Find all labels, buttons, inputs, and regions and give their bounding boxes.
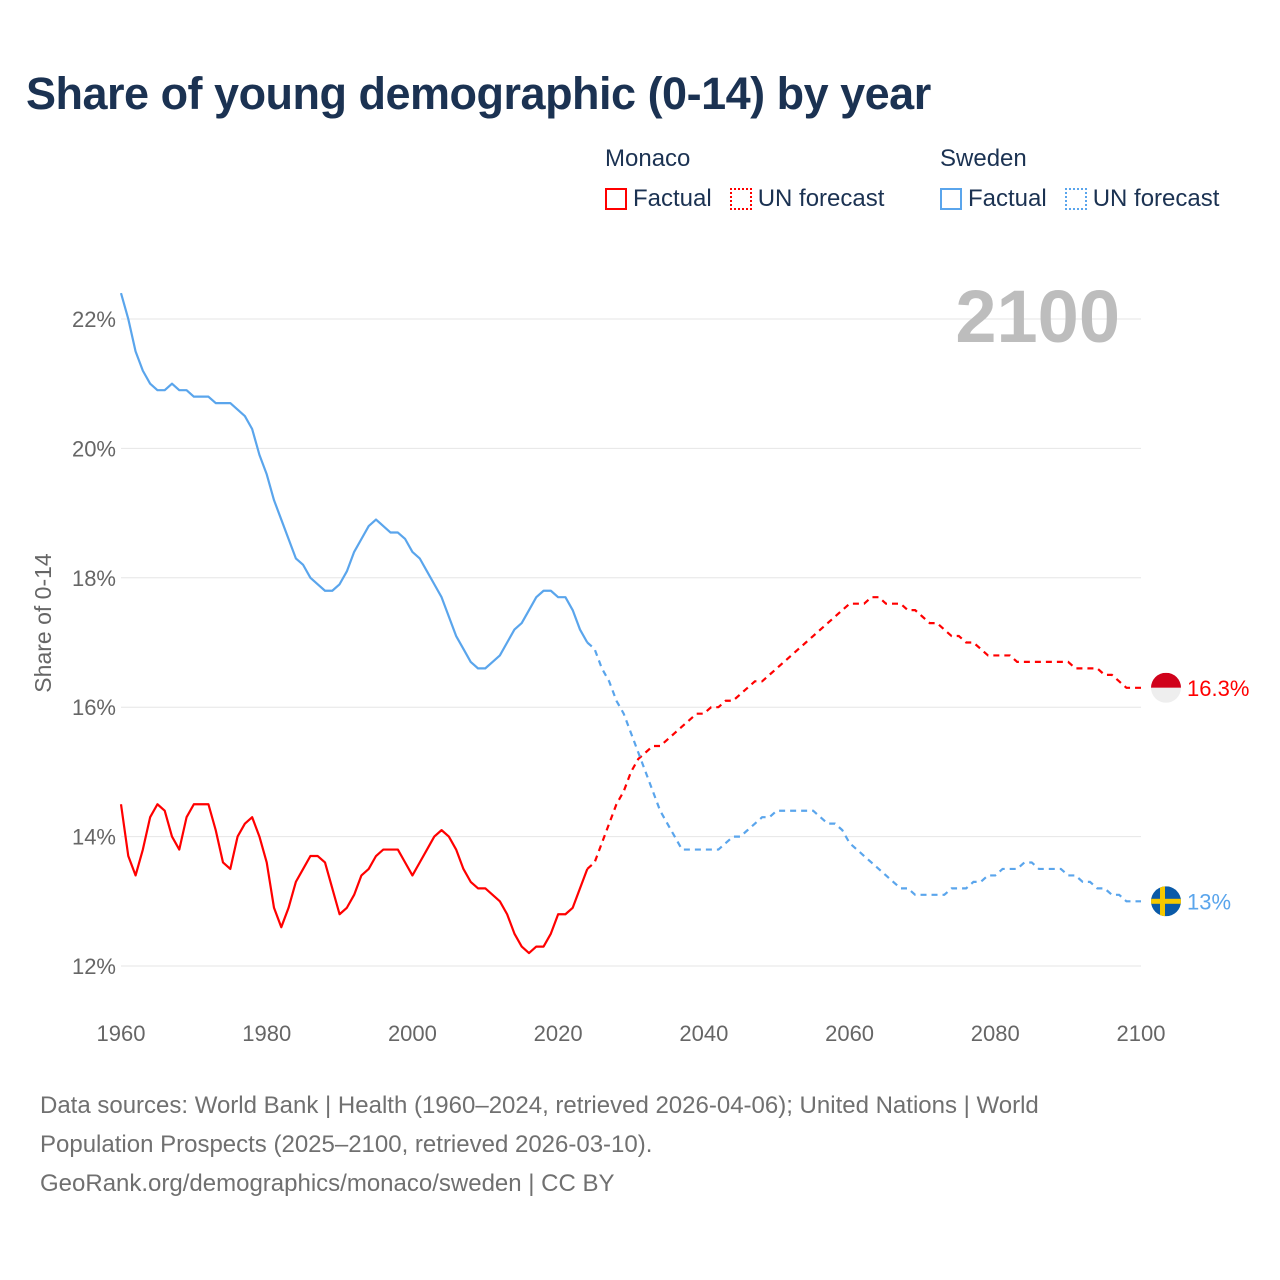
x-tick-label: 2100: [1117, 1021, 1166, 1046]
sweden-flag-icon: [1151, 886, 1181, 917]
legend-label: UN forecast: [757, 185, 885, 212]
y-tick-label: 16%: [72, 695, 116, 720]
monaco-flag-icon: [1151, 672, 1181, 703]
legend-group-label: Monaco: [605, 145, 691, 172]
legend-sweden-factual[interactable]: Factual: [940, 185, 1047, 213]
y-tick-label: 18%: [72, 566, 116, 591]
footer-line: Data sources: World Bank | Health (1960–…: [40, 1092, 1039, 1119]
sweden-end-label: 13%: [1187, 889, 1231, 914]
x-tick-label: 1980: [242, 1021, 291, 1046]
legend-label: Factual: [633, 185, 712, 212]
y-tick-label: 22%: [72, 307, 116, 332]
sweden-factual-line: [119, 292, 589, 670]
legend-swatch-solid: [605, 188, 627, 210]
legend-swatch-solid: [940, 188, 962, 210]
monaco-forecast-line: [586, 596, 1141, 870]
current-year-label: 2100: [955, 275, 1120, 358]
line-chart: 12% 14% 16% 18% 20% 22% 1960 1980 2000 2020 2040 20…: [30, 275, 1249, 1046]
footer-sources: Data sources: World Bank | Health (1960–…: [40, 1086, 1160, 1203]
legend-monaco: Monaco Factual UN forecast: [605, 145, 884, 213]
x-tick-label: 1960: [97, 1021, 146, 1046]
x-tick-label: 2080: [971, 1021, 1020, 1046]
legend-sweden: Sweden Factual UN forecast: [940, 145, 1219, 213]
y-tick-label: 14%: [72, 825, 116, 850]
legend-label: UN forecast: [1092, 185, 1220, 212]
legend-sweden-forecast[interactable]: UN forecast: [1064, 185, 1220, 213]
monaco-factual-line: [119, 803, 589, 955]
legend-swatch-dotted: [1064, 188, 1087, 210]
legend-group-label: Sweden: [940, 145, 1027, 172]
x-tick-label: 2020: [534, 1021, 583, 1046]
x-tick-label: 2000: [388, 1021, 437, 1046]
x-tick-label: 2060: [825, 1021, 874, 1046]
chart-title: Share of young demographic (0-14) by yea…: [26, 68, 931, 119]
legend-monaco-factual[interactable]: Factual: [605, 185, 712, 213]
legend-swatch-dotted: [729, 188, 752, 210]
legend-monaco-forecast[interactable]: UN forecast: [729, 185, 885, 213]
monaco-end-label: 16.3%: [1187, 676, 1249, 701]
sweden-forecast-line: [586, 641, 1141, 903]
y-tick-label: 12%: [72, 954, 116, 979]
y-axis-label: Share of 0-14: [30, 553, 56, 693]
x-tick-label: 2040: [679, 1021, 728, 1046]
footer-link[interactable]: GeoRank.org/demographics/monaco/sweden |…: [40, 1170, 615, 1197]
legend-label: Factual: [968, 185, 1047, 212]
y-tick-label: 20%: [72, 436, 116, 461]
footer-line: Population Prospects (2025–2100, retriev…: [40, 1131, 653, 1158]
